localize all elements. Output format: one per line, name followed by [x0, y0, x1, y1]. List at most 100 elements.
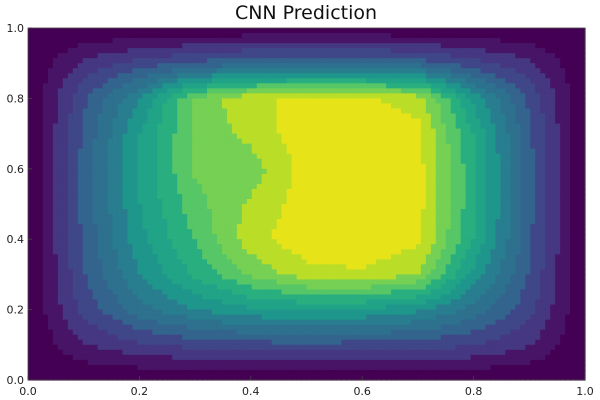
contour-cell	[281, 93, 288, 99]
contour-cell	[381, 153, 387, 160]
contour-cell	[525, 113, 531, 120]
contour-cell	[97, 193, 104, 200]
contour-cell	[241, 48, 248, 54]
contour-cell	[580, 204, 586, 210]
contour-cell	[157, 143, 163, 150]
contour-cell	[371, 188, 377, 195]
contour-cell	[565, 48, 571, 54]
contour-cell	[117, 113, 124, 120]
contour-cell	[187, 103, 193, 110]
contour-cell	[555, 234, 561, 240]
contour-cell	[326, 33, 332, 39]
contour-cell	[575, 183, 581, 190]
contour-cell	[440, 209, 447, 215]
contour-cell	[97, 188, 104, 195]
contour-cell	[67, 234, 74, 240]
contour-cell	[540, 93, 546, 99]
contour-cell	[266, 73, 273, 79]
contour-cell	[231, 163, 238, 170]
contour-cell	[341, 214, 347, 220]
contour-cell	[351, 183, 357, 190]
contour-cell	[291, 53, 298, 59]
contour-cell	[42, 133, 49, 140]
contour-cell	[256, 83, 263, 89]
contour-cell	[580, 188, 586, 195]
contour-cell	[192, 93, 198, 99]
contour-cell	[321, 224, 327, 230]
contour-cell	[311, 33, 318, 39]
contour-cell	[72, 93, 79, 99]
contour-cell	[251, 148, 258, 155]
contour-cell	[470, 68, 477, 74]
contour-cell	[72, 53, 79, 59]
contour-cell	[351, 133, 357, 140]
contour-cell	[207, 219, 213, 225]
contour-cell	[47, 214, 54, 220]
contour-cell	[246, 88, 253, 94]
contour-cell	[72, 113, 79, 120]
contour-cell	[405, 244, 412, 250]
contour-cell	[311, 178, 318, 185]
contour-cell	[361, 73, 367, 79]
contour-cell	[251, 234, 258, 240]
contour-cell	[301, 83, 308, 89]
contour-cell	[570, 209, 576, 215]
contour-cell	[341, 204, 347, 210]
contour-cell	[112, 138, 119, 145]
contour-cell	[231, 103, 238, 110]
contour-cell	[276, 229, 283, 235]
contour-cell	[465, 93, 472, 99]
contour-cell	[386, 234, 392, 240]
contour-cell	[490, 93, 497, 99]
contour-cell	[251, 158, 258, 165]
contour-cell	[356, 234, 362, 240]
contour-cell	[77, 153, 84, 160]
contour-cell	[52, 103, 59, 110]
contour-cell	[505, 38, 511, 44]
contour-cell	[251, 168, 258, 175]
contour-cell	[560, 239, 566, 245]
contour-cell	[331, 28, 337, 34]
contour-cell	[271, 153, 278, 160]
contour-cell	[321, 118, 327, 125]
contour-cell	[67, 209, 74, 215]
contour-cell	[535, 93, 541, 99]
plot-area	[28, 28, 586, 381]
contour-cell	[216, 148, 223, 155]
contour-cell	[311, 113, 318, 120]
contour-cell	[415, 168, 422, 175]
contour-cell	[341, 128, 347, 135]
contour-cell	[127, 98, 134, 105]
contour-cell	[152, 103, 158, 110]
contour-cell	[480, 88, 487, 94]
contour-cell	[291, 183, 298, 190]
contour-cell	[475, 38, 482, 44]
contour-cell	[326, 68, 332, 74]
contour-cell	[386, 68, 392, 74]
contour-cell	[97, 53, 104, 59]
contour-cell	[187, 53, 193, 59]
contour-cell	[356, 83, 362, 89]
contour-cell	[510, 113, 516, 120]
contour-cell	[445, 108, 452, 115]
contour-cell	[425, 38, 432, 44]
contour-cell	[535, 163, 541, 170]
contour-cell	[430, 143, 437, 150]
contour-cell	[331, 219, 337, 225]
contour-cell	[241, 43, 248, 49]
contour-cell	[207, 73, 213, 79]
contour-cell	[182, 214, 188, 220]
contour-cell	[167, 88, 173, 94]
contour-cell	[271, 38, 278, 44]
contour-cell	[172, 128, 178, 135]
contour-cell	[147, 198, 153, 205]
contour-cell	[167, 158, 173, 165]
contour-cell	[331, 239, 337, 245]
contour-cell	[122, 249, 129, 255]
contour-cell	[137, 123, 143, 130]
contour-cell	[87, 43, 94, 49]
contour-cell	[157, 153, 163, 160]
contour-cell	[485, 168, 492, 175]
contour-cell	[107, 28, 114, 34]
contour-cell	[57, 219, 64, 225]
